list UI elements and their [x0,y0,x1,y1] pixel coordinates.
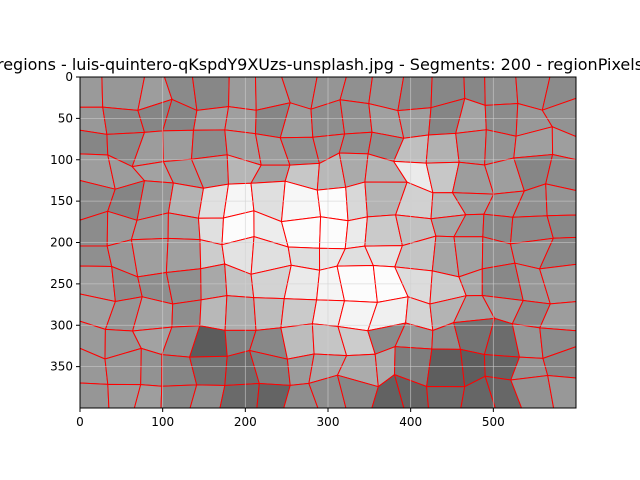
segment-region [167,182,205,219]
segment-region [551,126,576,161]
segment-region [133,384,163,408]
segment-region [545,153,576,192]
segment-region [165,268,202,305]
chart-title: regions - luis-quintero-qKspdY9XUzs-unsp… [0,55,640,74]
segment-region [107,383,142,408]
x-tick-label: 0 [76,415,84,429]
x-tick-label: 300 [317,415,340,429]
segment-region [484,375,523,408]
segment-region [165,237,202,274]
plot-area [80,77,576,408]
segment-region [219,382,260,408]
axes: 0 100 200 300 400 500 0 50 100 150 200 250 300 350 [50,70,577,429]
y-tick-label: 350 [50,360,73,374]
segment-region [188,355,228,387]
segment-region [545,183,576,217]
segment-region [160,384,198,408]
segment-region [547,374,576,408]
segment-region [426,348,466,388]
segment-region [80,245,113,268]
segment-region [510,374,555,408]
segment-region [397,77,433,112]
segment-region [546,214,576,239]
segment-region [460,375,496,408]
segment-region [336,374,379,408]
segment-region [539,327,576,360]
segment-region [280,298,318,329]
segment-region [426,385,466,408]
segment-region [316,186,349,222]
segment-region [80,129,109,156]
segment-region [397,107,432,139]
segment-region [318,216,349,250]
segment-region [339,99,373,135]
segment-region [256,382,291,408]
segment-region [371,373,405,408]
x-tick-label: 500 [482,415,505,429]
segment-region [224,106,257,135]
y-tick-label: 250 [50,277,73,291]
y-tick-label: 150 [50,194,73,208]
segment-region [344,216,368,250]
segment-region [171,299,202,328]
segment-region [339,77,373,105]
segment-region [541,97,576,138]
segment-region [80,77,104,108]
segment-region [80,382,110,408]
x-tick-label: 400 [399,415,422,429]
segment-region [101,77,146,111]
segment-region [283,382,319,408]
y-tick-label: 200 [50,236,73,250]
segment-region [541,77,576,111]
segment-region [189,384,226,408]
segment-region [542,346,576,379]
x-tick-label: 100 [151,415,174,429]
segment-region [280,216,322,249]
y-tick-label: 50 [58,111,73,125]
segment-region [280,323,315,360]
segment-region [393,373,430,408]
y-tick-label: 0 [65,70,73,84]
segment-region [191,77,230,111]
segment-region [338,131,373,155]
segment-region [228,77,257,111]
segment-region [484,77,519,106]
segment-region [539,301,576,332]
segment-region [140,347,163,387]
segment-region [425,132,460,164]
x-tick-label: 200 [234,415,257,429]
segment-region [200,263,228,301]
segment-region [162,129,195,163]
y-tick-label: 100 [50,153,73,167]
y-tick-label: 300 [50,318,73,332]
segment-region [190,129,228,160]
segment-region [538,236,576,270]
